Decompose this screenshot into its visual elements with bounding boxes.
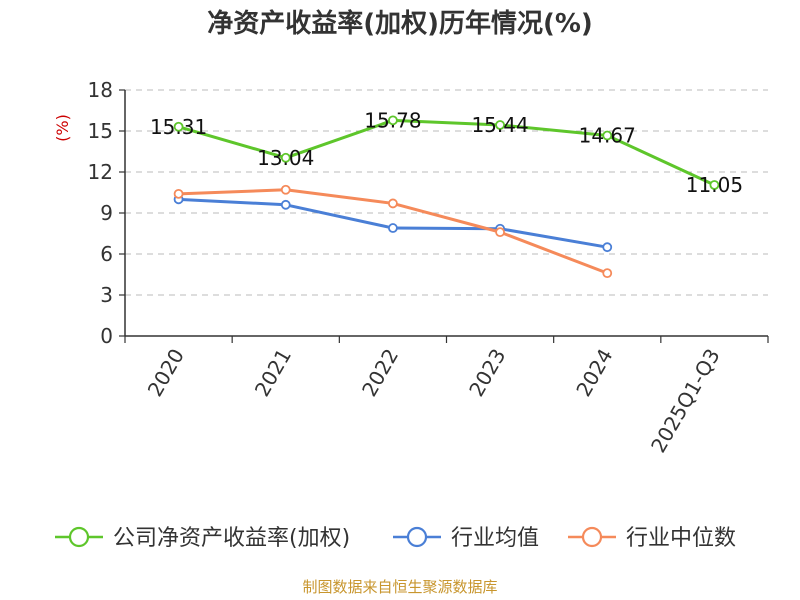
data-label: 13.04 xyxy=(257,146,314,170)
legend-marker xyxy=(581,526,603,548)
legend-marker xyxy=(406,526,428,548)
series-lines xyxy=(173,115,720,279)
y-tick-label: 6 xyxy=(100,242,113,266)
data-labels: 15.31 13.04 15.78 15.44 14.67 11.05 xyxy=(150,108,743,197)
x-tick-label: 2023 xyxy=(464,345,510,401)
data-point xyxy=(602,130,613,141)
legend-label: 行业均值 xyxy=(451,526,539,551)
data-point xyxy=(173,188,184,199)
data-point xyxy=(495,120,505,130)
data-label: 15.44 xyxy=(471,113,528,137)
x-tick-label: 2024 xyxy=(571,345,617,401)
data-point xyxy=(495,227,505,238)
y-tick-label: 3 xyxy=(100,283,113,307)
data-point xyxy=(602,242,613,253)
y-tick-label: 15 xyxy=(88,119,113,143)
data-label: 15.78 xyxy=(364,108,421,132)
data-point xyxy=(280,184,291,195)
y-tick-label: 12 xyxy=(88,160,113,184)
data-label: 15.31 xyxy=(150,115,207,139)
data-point xyxy=(388,223,398,233)
data-point xyxy=(280,152,291,163)
x-tick-label: 2021 xyxy=(250,345,296,401)
legend: 公司净资产收益率(加权) 行业均值 行业中位数 xyxy=(55,526,736,551)
data-point xyxy=(280,199,291,210)
data-label: 11.05 xyxy=(686,173,743,197)
chart-title: 净资产收益率(加权)历年情况(%) xyxy=(207,8,593,39)
y-tick-label: 0 xyxy=(100,324,113,348)
x-tick-label: 2020 xyxy=(143,345,189,401)
y-tick-label: 9 xyxy=(100,201,113,225)
x-tick-label: 2025Q1-Q3 xyxy=(646,345,725,457)
legend-marker xyxy=(68,526,90,548)
data-point xyxy=(388,198,398,209)
legend-label: 公司净资产收益率(加权) xyxy=(113,526,350,551)
data-point xyxy=(709,180,720,190)
data-label: 14.67 xyxy=(579,124,636,148)
x-tick-label: 2022 xyxy=(357,345,403,401)
gridlines xyxy=(125,89,768,296)
data-point xyxy=(602,268,613,279)
y-tick-label: 18 xyxy=(88,78,113,102)
data-point xyxy=(388,115,398,126)
legend-label: 行业中位数 xyxy=(626,526,736,551)
data-point xyxy=(173,121,184,132)
data-source: 制图数据来自恒生聚源数据库 xyxy=(302,578,497,596)
series-line-0 xyxy=(178,118,716,187)
y-axis-unit: (%) xyxy=(53,114,72,142)
